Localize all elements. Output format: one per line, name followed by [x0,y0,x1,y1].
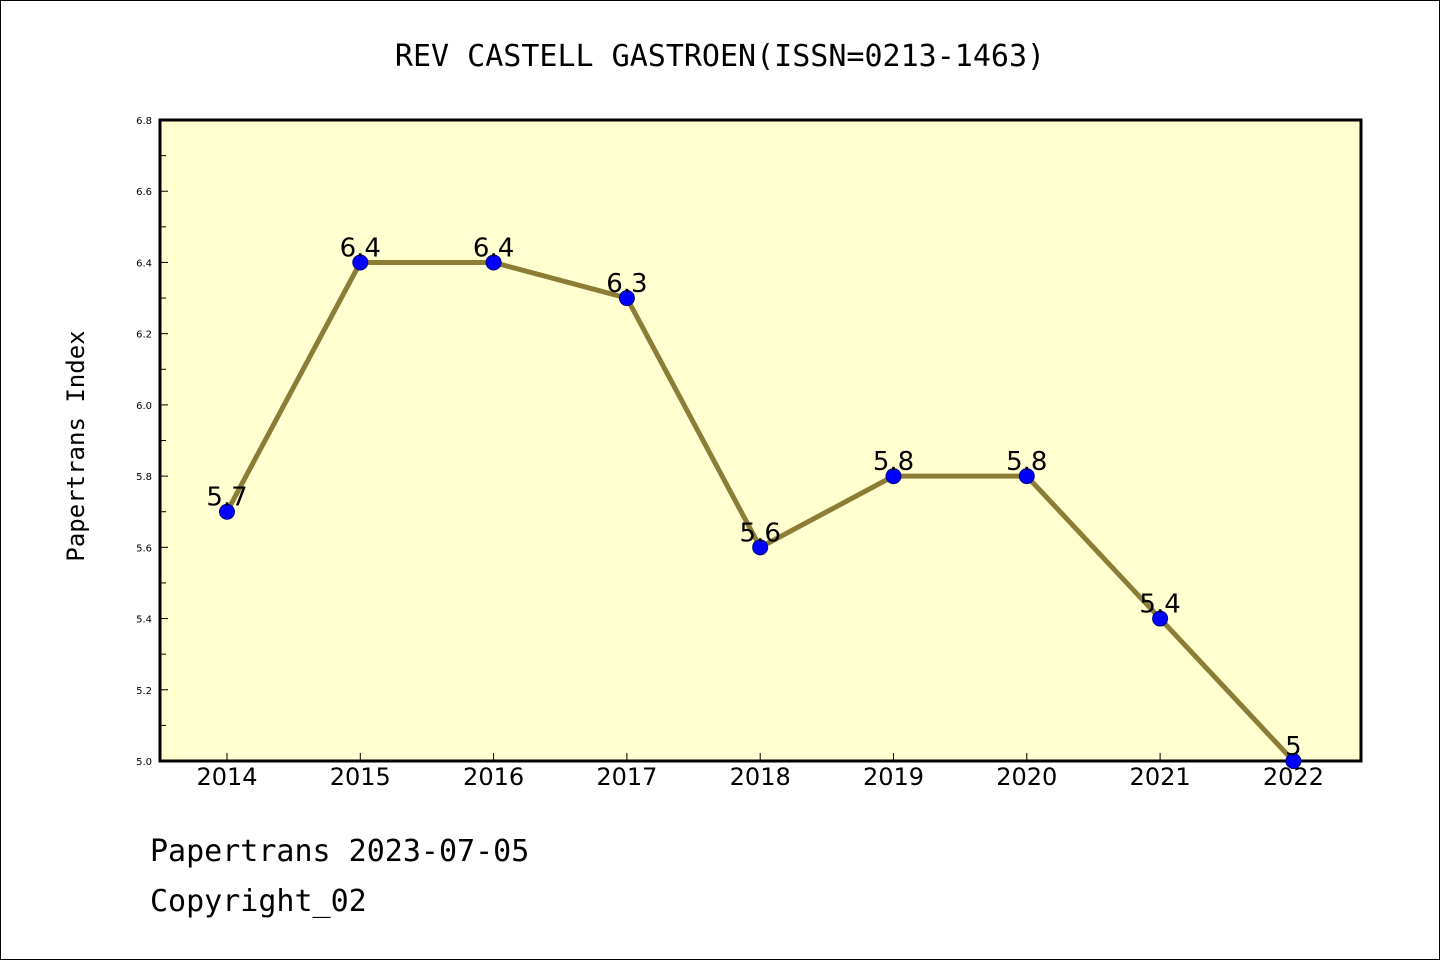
y-tick-label: 6.2 [136,330,152,341]
data-label: 5.8 [1006,447,1047,477]
y-tick-label: 6.4 [136,258,152,269]
x-tick-label: 2017 [596,763,657,791]
x-tick-label: 2020 [996,763,1057,791]
x-tick-label: 2018 [730,763,791,791]
data-point [1018,468,1035,485]
data-point [752,539,769,556]
data-label: 5.6 [740,518,781,548]
x-tick-label: 2015 [330,763,391,791]
plot-area [158,118,1363,763]
y-tick-label: 5.6 [136,543,152,554]
x-tick-label: 2019 [863,763,924,791]
y-tick-label: 5.0 [136,757,152,768]
x-axis-ticks: 2014 2015 2016 2017 2018 2019 2020 2021 2022 [196,753,1324,791]
footer-copyright-text: Copyright_02 [150,884,367,919]
data-point [885,468,902,485]
data-markers [219,254,1302,769]
y-axis-label: Papertrans Index [62,330,90,561]
x-tick-label: 2016 [463,763,524,791]
data-label: 6.4 [340,233,381,263]
y-tick-label: 5.4 [136,615,152,626]
data-label: 6.3 [606,269,647,299]
y-tick-label: 5.8 [136,472,152,483]
y-tick-label: 6.6 [136,187,152,198]
y-tick-label: 5.2 [136,686,152,697]
footer-date-text: Papertrans 2023-07-05 [150,834,530,869]
y-tick-label: 6.0 [136,401,152,412]
data-point [352,254,369,271]
data-labels: 5.7 6.4 6.4 6.3 5.6 5.8 5.8 5.4 5 [206,233,1301,762]
data-point [618,290,635,307]
data-point [1152,610,1169,627]
data-point [1285,753,1302,769]
data-label: 5.4 [1139,590,1180,620]
data-point [219,503,235,520]
y-axis-ticks: 5.0 5.2 5.4 5.6 5.8 6.0 6.2 6.4 6.6 6.8 [136,116,168,768]
data-point [485,254,502,271]
x-tick-label: 2021 [1130,763,1191,791]
y-tick-label: 6.8 [136,116,152,127]
data-label: 5.8 [873,447,914,477]
data-label: 5 [1285,732,1302,762]
x-tick-label: 2014 [196,763,257,791]
chart-title: REV CASTELL GASTROEN(ISSN=0213-1463) [395,39,1045,74]
data-label: 6.4 [473,233,514,263]
data-label: 5.7 [206,483,247,513]
